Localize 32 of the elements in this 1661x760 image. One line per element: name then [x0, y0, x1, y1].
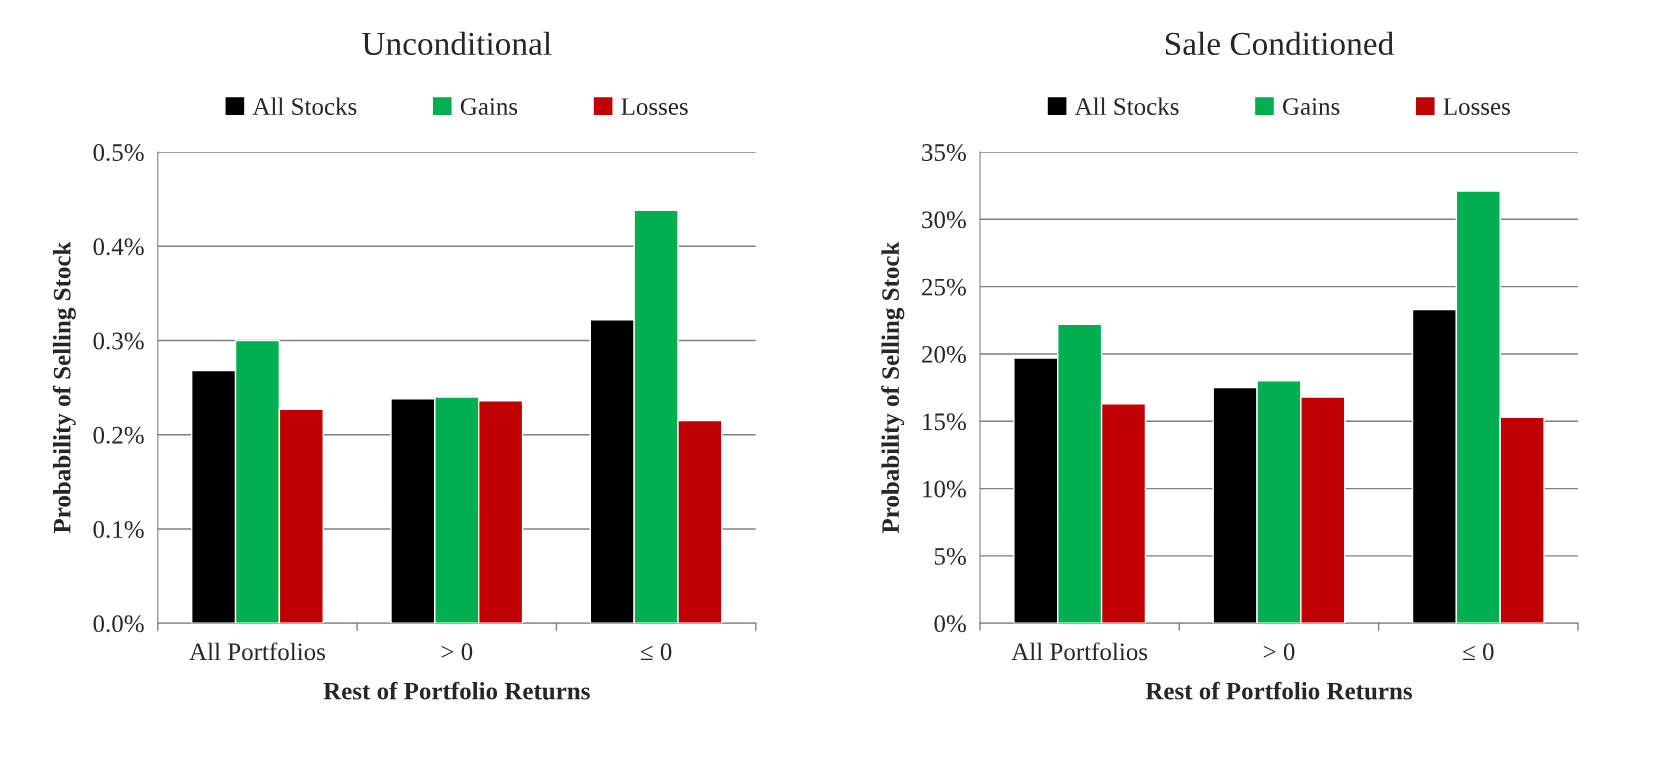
- x-tick-label: ≤ 0: [1463, 643, 1494, 661]
- y-tick-label: 15%: [923, 413, 966, 431]
- y-tick-label: 10%: [923, 480, 966, 498]
- legend-label: Losses: [1443, 98, 1510, 115]
- legend-label: Losses: [621, 98, 688, 115]
- x-axis-title: Rest of Portfolio Returns: [1145, 681, 1413, 700]
- y-tick-label: 20%: [922, 345, 966, 363]
- legend-label: Gains: [1282, 98, 1340, 115]
- x-axis-title: Rest of Portfolio Returns: [323, 681, 590, 700]
- y-tick-label: 0.3%: [93, 332, 144, 350]
- y-tick-label: 0.0%: [93, 615, 144, 633]
- y-tick-label: 30%: [922, 211, 966, 229]
- legend-label: Gains: [460, 98, 518, 115]
- y-tick-label: 0.2%: [93, 426, 144, 444]
- y-tick-label: 35%: [922, 144, 966, 161]
- y-tick-label: 0.5%: [93, 144, 144, 162]
- x-tick-label: All Portfolios: [1011, 642, 1148, 661]
- x-tick-label: > 0: [441, 643, 473, 661]
- y-tick-label: 0.4%: [93, 238, 144, 256]
- y-axis-title: Probability of Selling Stock: [52, 241, 76, 534]
- x-tick-label: All Portfolios: [189, 642, 325, 661]
- y-tick-label: 0.1%: [93, 521, 144, 538]
- chart-title: Unconditional: [362, 31, 552, 56]
- legend-label: All Stocks: [1074, 97, 1179, 115]
- x-tick-label: > 0: [1263, 643, 1295, 661]
- x-tick-label: ≤ 0: [640, 643, 672, 661]
- y-tick-label: 5%: [934, 547, 966, 565]
- chart-title: Sale Conditioned: [1165, 31, 1394, 56]
- y-axis-title: Probability of Selling Stock: [881, 241, 905, 534]
- y-tick-label: 0%: [934, 615, 966, 633]
- legend-label: All Stocks: [252, 97, 357, 115]
- y-tick-label: 25%: [922, 278, 966, 296]
